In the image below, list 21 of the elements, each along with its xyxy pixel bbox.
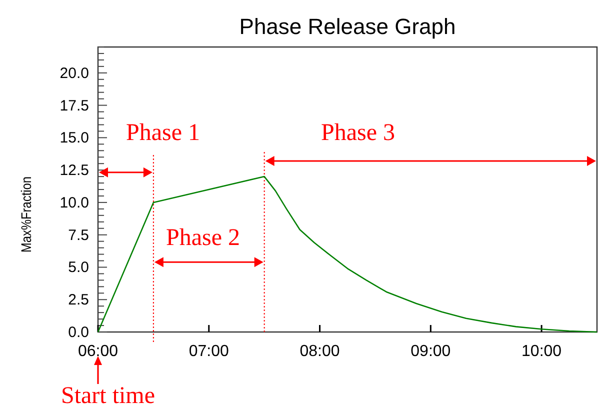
- y-axis-title: Max%Fraction: [18, 163, 34, 252]
- x-tick-label: 06:00: [78, 343, 118, 360]
- y-tick-label: 15.0: [60, 130, 89, 147]
- y-tick-label: 17.5: [60, 97, 89, 114]
- annotation: Phase 1: [126, 120, 200, 146]
- y-tick-label: 2.5: [68, 292, 89, 309]
- x-tick-label: 07:00: [188, 343, 230, 360]
- annotation: Phase 3: [321, 120, 395, 146]
- chart-title: Phase Release Graph: [239, 14, 456, 39]
- y-tick-label: 7.5: [68, 226, 89, 244]
- x-tick-label: 09:00: [410, 343, 451, 360]
- x-tick-label: 08:00: [300, 343, 340, 360]
- y-tick-label: 5.0: [68, 259, 89, 276]
- y-tick-label: 10.0: [60, 194, 89, 212]
- y-tick-label: 0.0: [68, 324, 89, 341]
- line-series: [97, 176, 598, 333]
- annotation: Phase 2: [166, 225, 240, 251]
- x-tick-label: 10:00: [522, 343, 562, 360]
- y-tick-label: 12.5: [60, 162, 89, 180]
- text: Start time: [61, 383, 155, 409]
- y-tick-label: 20.0: [60, 64, 89, 82]
